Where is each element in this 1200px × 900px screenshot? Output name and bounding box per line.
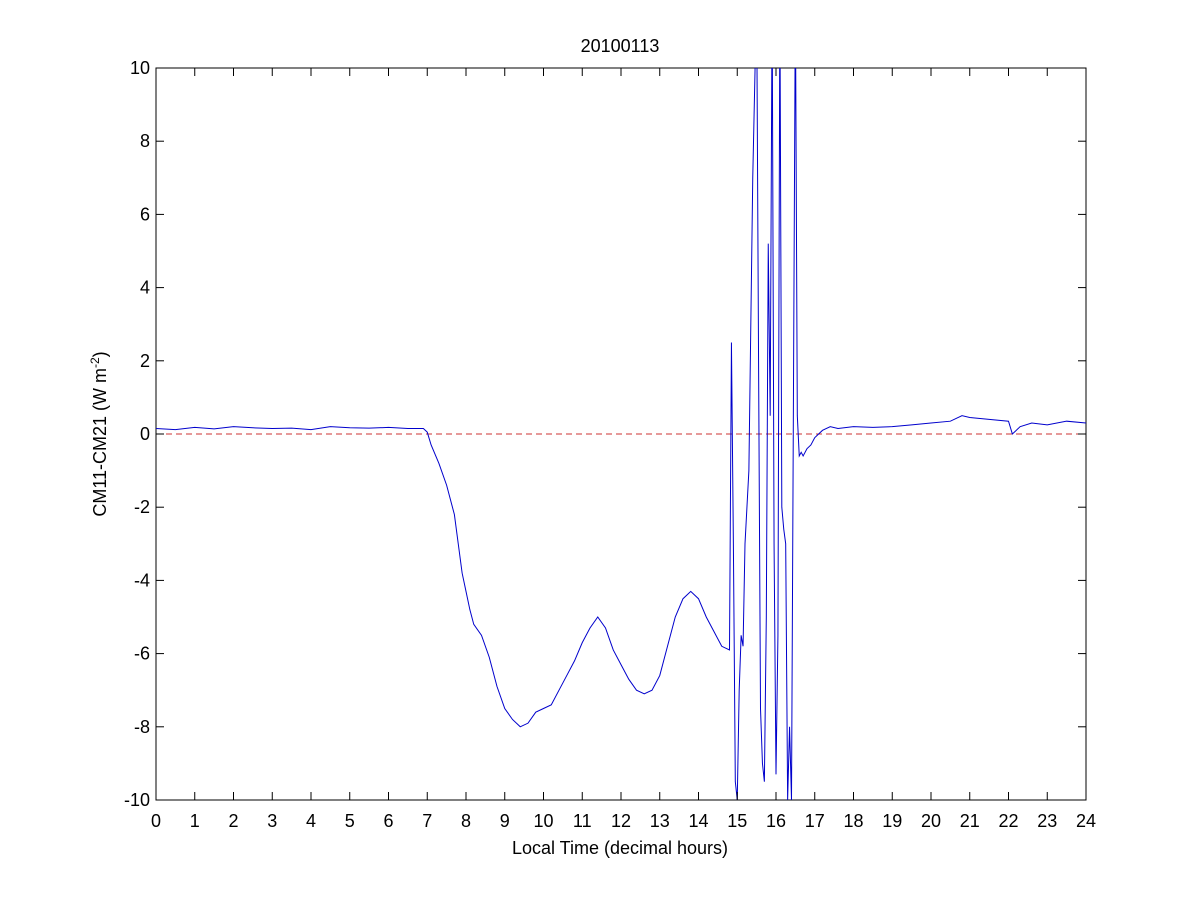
x-tick-label: 10 [533, 811, 553, 831]
y-tick-label: 10 [130, 58, 150, 78]
x-tick-label: 9 [500, 811, 510, 831]
chart-title: 20100113 [581, 36, 660, 56]
x-tick-label: 5 [345, 811, 355, 831]
x-axis-label: Local Time (decimal hours) [512, 838, 728, 858]
x-tick-label: 2 [228, 811, 238, 831]
plot-area: 0 1 2 3 4 5 6 7 8 9 10 11 12 13 14 15 16 17 18 19 20 21 22 23 24… [124, 58, 1096, 831]
x-tick-label: 12 [611, 811, 631, 831]
x-tick-label: 4 [306, 811, 316, 831]
x-tick-label: 19 [882, 811, 902, 831]
y-tick-label: -4 [134, 570, 150, 590]
y-tick-label: -2 [134, 497, 150, 517]
y-tick-label: -10 [124, 790, 150, 810]
y-tick-label: 8 [140, 131, 150, 151]
x-tick-label: 21 [960, 811, 980, 831]
y-tick-label: 2 [140, 351, 150, 371]
ticks-layer: 0 1 2 3 4 5 6 7 8 9 10 11 12 13 14 15 16 17 18 19 20 21 22 23 24… [124, 58, 1096, 831]
series-line-1 [156, 68, 1086, 800]
series-layer [156, 68, 1086, 800]
y-axis-label: CM11-CM21 (W m-2) [88, 351, 110, 516]
y-axis-label-main: CM11-CM21 (W m [90, 368, 110, 517]
x-tick-label: 14 [688, 811, 708, 831]
y-tick-label: -6 [134, 644, 150, 664]
x-tick-label: 6 [383, 811, 393, 831]
x-tick-label: 18 [843, 811, 863, 831]
x-tick-label: 8 [461, 811, 471, 831]
y-tick-label: 4 [140, 278, 150, 298]
y-axis-label-exponent: -2 [88, 357, 102, 368]
x-tick-label: 17 [805, 811, 825, 831]
x-tick-label: 7 [422, 811, 432, 831]
x-tick-label: 23 [1037, 811, 1057, 831]
x-tick-label: 1 [190, 811, 200, 831]
x-tick-label: 15 [727, 811, 747, 831]
x-tick-label: 22 [998, 811, 1018, 831]
y-axis-label-close: ) [90, 351, 110, 357]
x-tick-label: 11 [573, 811, 592, 831]
x-tick-label: 3 [267, 811, 277, 831]
x-tick-label: 0 [151, 811, 161, 831]
y-tick-label: -8 [134, 717, 150, 737]
x-tick-label: 24 [1076, 811, 1096, 831]
x-tick-label: 13 [650, 811, 670, 831]
y-tick-label: 6 [140, 204, 150, 224]
x-tick-label: 16 [766, 811, 786, 831]
x-tick-label: 20 [921, 811, 941, 831]
y-tick-label: 0 [140, 424, 150, 444]
